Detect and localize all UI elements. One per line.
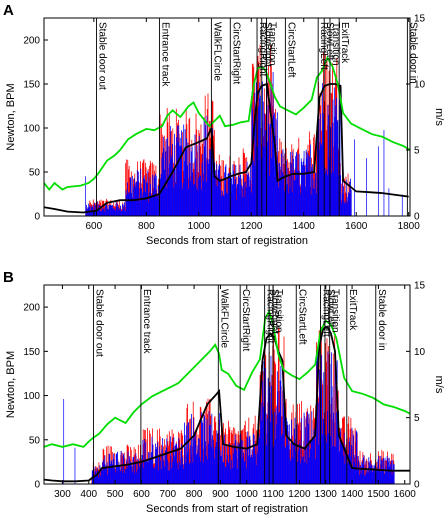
x-tick-label: 900 — [212, 489, 229, 500]
event-label: RacingRight — [265, 289, 276, 344]
speed-line — [44, 309, 410, 448]
x-axis-label: Seconds from start of registration — [146, 235, 308, 247]
x-tick-label: 700 — [159, 489, 176, 500]
event-label: RacingLeft — [320, 289, 331, 337]
x-tick-label: 800 — [186, 489, 203, 500]
event-label: Transition — [330, 22, 341, 66]
y-axis-left: 0 50 100 150 200 Newton, BPM — [5, 36, 48, 223]
x-tick-label: 1200 — [288, 489, 311, 500]
x-tick-label: 1800 — [398, 221, 421, 232]
event-label: SlowRight — [269, 289, 280, 334]
event-label: Stable door out — [96, 22, 107, 90]
x-tick-label: 1300 — [315, 489, 338, 500]
y-tick-label: 100 — [23, 391, 40, 402]
event-label: Stable door in — [407, 22, 418, 84]
y-tick-label: 200 — [23, 36, 40, 47]
panel-b: Stable door out Entrance track WalkFLCircl… — [3, 269, 445, 515]
y2-tick-label: 0 — [414, 212, 420, 223]
event-label: Transition — [266, 22, 277, 66]
x-tick-label: 1600 — [345, 221, 368, 232]
y2-tick-label: 15 — [414, 14, 426, 25]
event-markers: Stable door out Entrance track WalkFLCircl… — [96, 18, 418, 216]
y-tick-label: 50 — [29, 168, 41, 179]
event-label: Transition — [273, 289, 284, 333]
y-tick-label: 0 — [34, 212, 40, 223]
plot-area — [44, 44, 410, 216]
x-tick-label: 1600 — [394, 489, 417, 500]
x-tick-label: 500 — [107, 489, 124, 500]
y2-axis-label: m/s — [433, 376, 445, 394]
x-tick-label: 400 — [80, 489, 97, 500]
y2-tick-label: 15 — [414, 281, 426, 292]
panel-letter: A — [3, 2, 14, 19]
x-tick-label: 1400 — [293, 221, 316, 232]
y2-tick-label: 0 — [414, 480, 420, 491]
event-label: CircStartLeft — [296, 289, 307, 345]
plot-frame — [43, 17, 411, 217]
event-label: SlowLeft — [325, 289, 336, 328]
x-tick-label: 1000 — [236, 489, 259, 500]
event-label: CircStartRight — [240, 289, 251, 351]
y2-tick-label: 5 — [414, 146, 420, 157]
y-axis-left: 0 50 100 150 200 Newton, BPM — [5, 303, 48, 491]
event-label: WalkFLCircle — [211, 22, 222, 82]
y-tick-label: 100 — [23, 124, 40, 135]
y2-axis-label: m/s — [433, 108, 445, 126]
x-tick-label: 1400 — [341, 489, 364, 500]
y-axis-right: 0 5 10 15 m/s — [406, 14, 445, 223]
x-tick-label: 800 — [138, 221, 155, 232]
x-tick-label: 1500 — [367, 489, 390, 500]
heart-rate-line — [44, 325, 410, 483]
y-tick-label: 50 — [29, 435, 41, 446]
y-tick-label: 150 — [23, 347, 40, 358]
y-axis-right: 0 5 10 15 m/s — [406, 281, 445, 491]
y-tick-label: 150 — [23, 80, 40, 91]
panel-a: Stable door out Entrance track WalkFLCircl… — [3, 2, 445, 247]
event-label: Transition — [330, 289, 341, 333]
x-tick-label: 600 — [133, 489, 150, 500]
event-label: ExitTrack — [347, 289, 358, 331]
x-axis-label: Seconds from start of registration — [146, 503, 308, 515]
y-tick-label: 200 — [23, 303, 40, 314]
x-tick-label: 300 — [54, 489, 71, 500]
x-tick-label: 1000 — [188, 221, 211, 232]
event-label: SlowRight — [262, 22, 273, 67]
x-tick-label: 1200 — [240, 221, 263, 232]
speed-line — [44, 55, 410, 192]
event-markers: Stable door out Entrance track WalkFLCircl… — [93, 285, 387, 484]
event-label: Stable door out — [94, 289, 105, 357]
x-tick-label: 1100 — [262, 489, 284, 500]
force-trace-blue — [63, 351, 395, 484]
event-label: Stable door in — [376, 289, 387, 351]
x-axis: 300 400 500 600 700 800 900 1000 1100 1200 1300 140… — [54, 285, 416, 515]
panel-letter: B — [3, 269, 14, 286]
plot-frame — [43, 284, 411, 485]
y2-tick-label: 10 — [414, 80, 426, 91]
event-label: Entrance track — [159, 22, 170, 87]
y-tick-label: 0 — [34, 480, 40, 491]
event-label: RacingRight — [257, 22, 268, 77]
x-axis: 600 800 1000 1200 1400 1600 1800 Seconds from s… — [86, 18, 421, 247]
y2-tick-label: 10 — [414, 347, 426, 358]
event-label: WalkFLCircle — [218, 289, 229, 349]
y-axis-label: Newton, BPM — [5, 83, 17, 150]
event-label: CircStartLeft — [285, 22, 296, 78]
event-label: RacingLeft — [318, 22, 329, 70]
event-label: Entrance track — [141, 289, 152, 354]
y2-tick-label: 5 — [414, 413, 420, 424]
heart-rate-line — [44, 82, 409, 214]
x-tick-label: 600 — [86, 221, 103, 232]
event-label: ExitTrack — [339, 22, 350, 64]
y-axis-label: Newton, BPM — [5, 351, 17, 418]
event-label: CircStartRight — [230, 22, 241, 84]
